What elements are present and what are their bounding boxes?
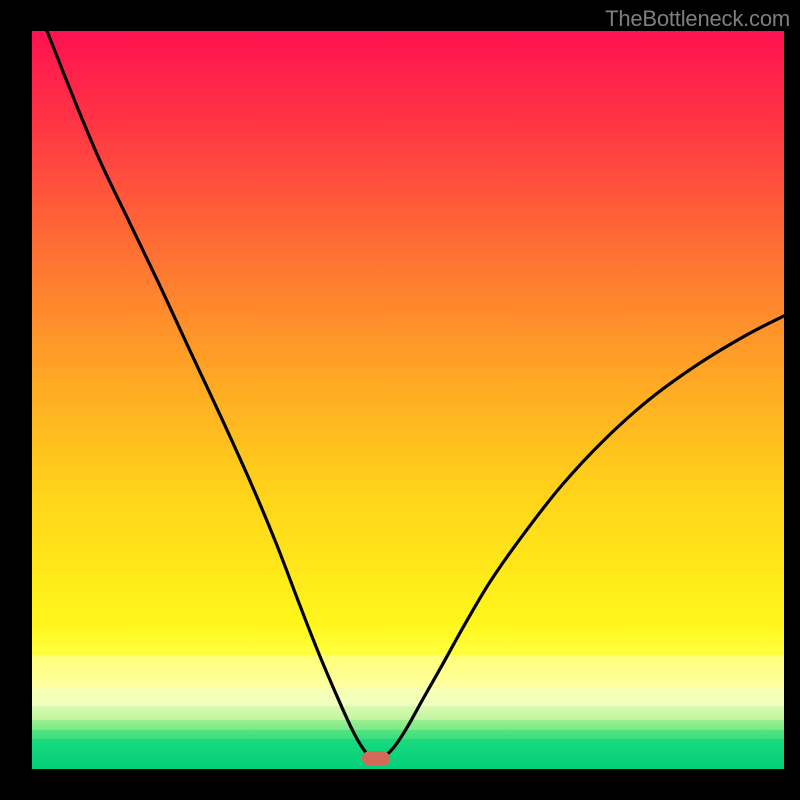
watermark-text: TheBottleneck.com <box>605 6 790 32</box>
plot-area <box>32 31 784 769</box>
minimum-marker <box>362 751 390 766</box>
curve-path <box>47 31 784 759</box>
bottleneck-chart: TheBottleneck.com <box>0 0 800 800</box>
bottleneck-curve <box>32 31 784 769</box>
